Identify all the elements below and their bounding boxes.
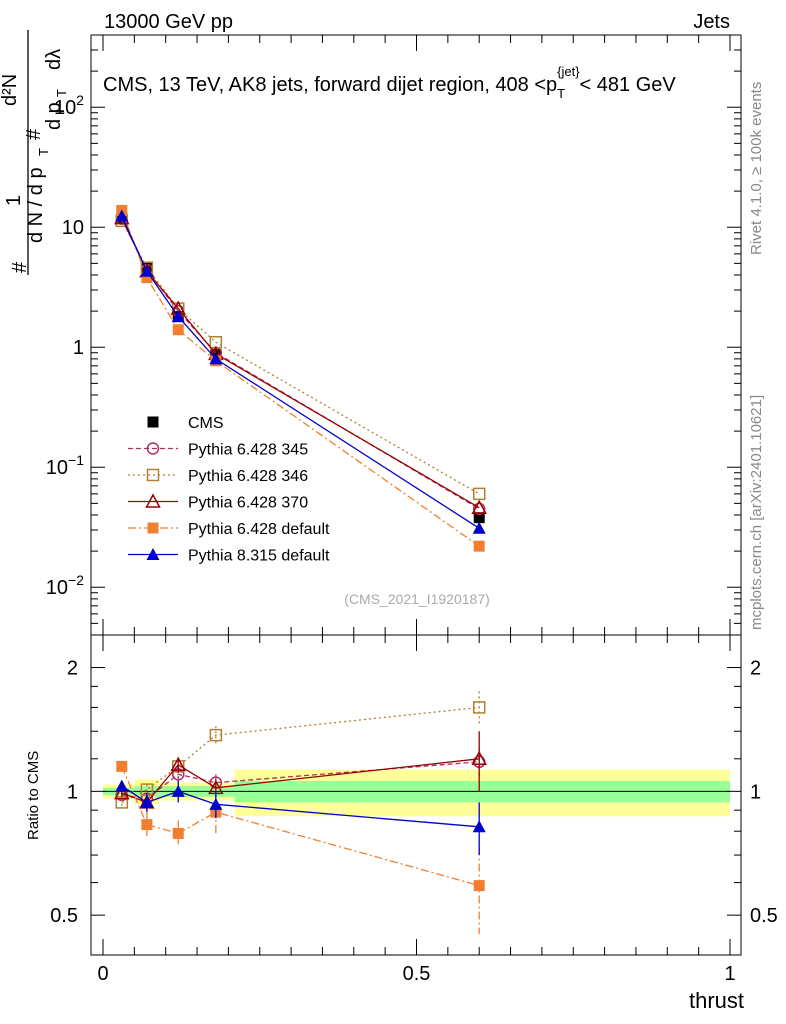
data-point [472, 487, 486, 501]
svg-text:d²N: d²N [0, 74, 21, 106]
data-point [471, 499, 487, 514]
ratio-point [171, 784, 185, 797]
data-point [209, 352, 223, 365]
rivet-label: Rivet 4.1.0, ≥ 100k events [748, 82, 765, 255]
y-axis-label: # d N / d p T 1 # d p T d²N dλ [0, 30, 69, 275]
legend-marker [147, 416, 159, 428]
ratio-y-axis-label: Ratio to CMS [25, 751, 42, 840]
legend-marker [145, 493, 161, 508]
x-axis-label: thrust [689, 988, 744, 1013]
ratio-point [172, 827, 184, 839]
y-tick-label: 1 [73, 337, 84, 359]
mcplots-label: mcplots.cern.ch [arXiv:2401.10621] [748, 395, 765, 630]
ratio-point [116, 760, 128, 772]
ratio-tick-label-left: 2 [67, 658, 78, 680]
svg-text:dλ: dλ [43, 49, 65, 70]
ratio-y-ticks: 0.5 0.5 1 1 2 2 [50, 658, 778, 928]
data-point [171, 310, 185, 323]
x-tick-label: 0.5 [403, 963, 431, 985]
data-point [141, 272, 153, 284]
svg-text:T: T [54, 89, 69, 97]
legend-label: Pythia 6.428 346 [188, 468, 308, 485]
ratio-point [170, 756, 186, 772]
data-point [472, 521, 486, 534]
chart-title: CMS, 13 TeV, AK8 jets, forward dijet reg… [103, 64, 676, 101]
main-series-group [114, 204, 487, 552]
ratio-point [209, 728, 223, 742]
series-5 [115, 209, 486, 534]
ratio-series-group [114, 691, 487, 934]
main-y-ticks: 10−2 10−1 1 10 102 [46, 34, 741, 636]
legend-label: Pythia 6.428 370 [188, 495, 308, 512]
data-point [473, 540, 485, 552]
x-tick-label: 0 [97, 963, 108, 985]
legend-marker [146, 468, 160, 482]
ratio-line [121, 766, 480, 887]
data-point [473, 512, 485, 524]
energy-label: 13000 GeV pp [104, 11, 233, 33]
y-tick-label: 102 [54, 92, 84, 119]
data-point [115, 209, 129, 222]
legend-marker [147, 522, 159, 534]
ratio-tick-label-right: 2 [750, 658, 761, 680]
ratio-series-5 [115, 779, 486, 856]
y-tick-label: 10−1 [46, 452, 84, 479]
analysis-id: (CMS_2021_I1920187) [344, 591, 490, 607]
ratio-point [471, 750, 487, 766]
series-line [121, 217, 480, 509]
y-tick-label: 10 [62, 217, 84, 239]
data-point [472, 502, 486, 516]
ratio-tick-label-right: 1 [750, 781, 761, 803]
svg-text:#: # [9, 261, 31, 273]
data-point [172, 324, 184, 336]
series-line [121, 218, 480, 510]
ratio-tick-label-left: 1 [67, 781, 78, 803]
ratio-point [141, 819, 153, 831]
category-label: Jets [693, 11, 730, 33]
legend-label: Pythia 6.428 345 [188, 442, 308, 459]
legend-marker [146, 442, 160, 455]
svg-text:d p: d p [43, 102, 65, 130]
legend-label: Pythia 8.315 default [188, 548, 330, 565]
legend-marker [146, 548, 160, 560]
legend: CMS Pythia 6.428 345 Pythia 6.428 346 Pythi… [128, 415, 330, 565]
data-point [140, 264, 154, 277]
x-tick-label: 1 [724, 963, 735, 985]
ratio-point [140, 795, 154, 808]
svg-text:1: 1 [3, 195, 25, 206]
svg-text:#: # [23, 128, 45, 140]
ratio-point [473, 880, 485, 892]
ratio-point [472, 820, 486, 833]
x-ticks: 0 0.5 1 [97, 35, 736, 985]
legend-label: Pythia 6.428 default [188, 521, 330, 538]
ratio-point [115, 779, 129, 792]
ratio-point [209, 797, 223, 810]
ratio-tick-label-right: 0.5 [750, 905, 778, 927]
svg-text:T: T [36, 148, 51, 156]
main-panel-frame [90, 34, 742, 636]
y-tick-label: 10−2 [46, 572, 84, 599]
ratio-point [472, 701, 486, 714]
svg-text:d N / d p: d N / d p [25, 167, 47, 243]
ratio-tick-label-left: 0.5 [50, 905, 78, 927]
legend-label: CMS [188, 415, 224, 432]
ratio-point [115, 796, 129, 809]
ratio-point [114, 785, 130, 800]
